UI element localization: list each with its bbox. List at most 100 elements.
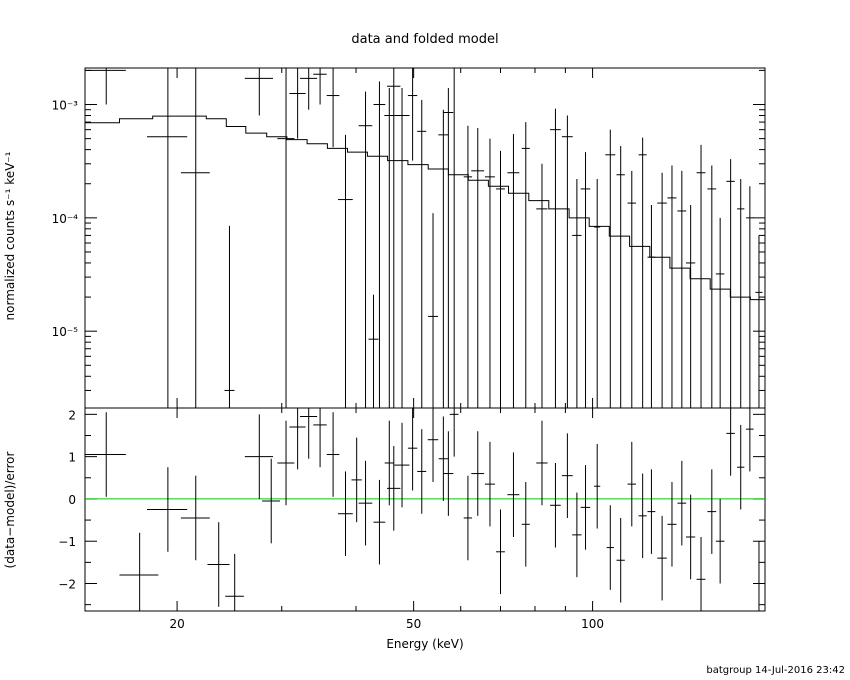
residual-point bbox=[572, 492, 582, 578]
data-point bbox=[384, 87, 395, 408]
residual-point bbox=[146, 467, 188, 552]
residual-point bbox=[471, 431, 485, 516]
data-point bbox=[572, 179, 582, 408]
residual-point bbox=[606, 505, 614, 590]
data-point bbox=[407, 68, 418, 161]
residual-point bbox=[384, 420, 394, 506]
data-point bbox=[289, 68, 306, 139]
residual-point bbox=[580, 465, 591, 550]
data-point bbox=[337, 134, 353, 408]
y-tick-label: −1 bbox=[58, 535, 76, 549]
x-tick-labels: 20 50 100 bbox=[169, 617, 604, 631]
data-point bbox=[686, 204, 696, 408]
x-tick-label: 50 bbox=[406, 617, 421, 631]
data-point bbox=[536, 163, 548, 408]
data-point bbox=[605, 129, 616, 408]
data-point bbox=[428, 213, 439, 408]
data-point bbox=[180, 68, 210, 408]
folded-model bbox=[85, 115, 765, 301]
residual-point bbox=[326, 412, 340, 497]
residual-point bbox=[85, 412, 126, 497]
data-point bbox=[394, 87, 410, 408]
residual-point bbox=[521, 482, 530, 567]
data-point bbox=[224, 225, 235, 408]
data-point bbox=[146, 68, 188, 408]
residual-point bbox=[443, 431, 454, 516]
model-step-line bbox=[85, 115, 765, 301]
residual-point bbox=[496, 509, 505, 595]
residual-point bbox=[677, 460, 687, 546]
residual-point bbox=[417, 429, 427, 514]
data-point bbox=[638, 137, 647, 408]
y-tick-label: 10⁻³ bbox=[52, 99, 79, 113]
residual-point bbox=[449, 408, 459, 457]
residual-point bbox=[289, 408, 306, 470]
data-point bbox=[443, 87, 454, 408]
data-point bbox=[755, 235, 763, 408]
data-point bbox=[715, 217, 725, 408]
data-point bbox=[580, 152, 591, 408]
top-axis-ticks bbox=[85, 68, 765, 408]
y-tick-label: 1 bbox=[68, 451, 76, 465]
residual-point bbox=[225, 553, 244, 611]
y-tick-label: 0 bbox=[68, 493, 76, 507]
data-point bbox=[471, 128, 485, 408]
x-tick-label: 100 bbox=[581, 617, 604, 631]
residual-point bbox=[647, 469, 656, 554]
data-point bbox=[726, 159, 735, 408]
x-tick-label: 20 bbox=[169, 617, 184, 631]
residual-points bbox=[85, 408, 763, 611]
top-plot-frame bbox=[84, 67, 766, 409]
residual-point bbox=[686, 494, 696, 580]
data-point bbox=[594, 179, 601, 408]
residual-point bbox=[707, 469, 717, 554]
residual-point bbox=[337, 471, 353, 557]
residual-point bbox=[373, 479, 386, 565]
residual-point bbox=[726, 408, 735, 476]
residual-point bbox=[638, 473, 647, 559]
residual-point bbox=[746, 408, 754, 472]
y-tick-label: 10⁻⁴ bbox=[52, 212, 79, 226]
data-point bbox=[368, 294, 379, 408]
data-point bbox=[746, 186, 754, 408]
data-point bbox=[438, 109, 449, 408]
residual-point bbox=[394, 422, 410, 508]
data-point bbox=[326, 68, 340, 148]
chart-title: data and folded model bbox=[351, 32, 498, 47]
data-point bbox=[449, 67, 459, 408]
footer-stamp: batgroup 14-Jul-2016 23:42 bbox=[706, 665, 845, 676]
data-point bbox=[707, 165, 717, 408]
residual-point bbox=[667, 482, 677, 567]
data-point bbox=[550, 108, 561, 408]
residual-point bbox=[507, 452, 520, 537]
bottom-panel: −2 −1 0 1 2 20 50 100 (data−model)/error Energ… bbox=[3, 407, 766, 651]
data-point bbox=[300, 68, 318, 110]
data-point bbox=[313, 68, 327, 105]
data-point bbox=[507, 133, 520, 408]
data-point bbox=[387, 68, 401, 408]
data-point bbox=[616, 146, 625, 408]
data-point bbox=[657, 172, 667, 408]
residual-point bbox=[550, 462, 561, 548]
data-point bbox=[677, 170, 687, 408]
residual-point bbox=[277, 420, 295, 506]
data-point bbox=[667, 165, 677, 408]
residual-point bbox=[119, 532, 159, 611]
data-point bbox=[85, 68, 126, 105]
data-point bbox=[627, 170, 636, 408]
residual-point bbox=[463, 475, 473, 561]
data-point bbox=[244, 68, 274, 116]
residual-point bbox=[427, 408, 439, 483]
residual-point bbox=[594, 443, 601, 529]
residual-point bbox=[696, 536, 706, 611]
residual-point bbox=[351, 437, 362, 523]
residual-point bbox=[737, 424, 745, 510]
top-y-tick-labels: 10⁻⁵ 10⁻⁴ 10⁻³ bbox=[52, 99, 79, 340]
residual-point bbox=[561, 433, 573, 518]
bottom-y-axis-label: (data−model)/error bbox=[3, 451, 17, 568]
residual-point bbox=[180, 475, 210, 561]
top-y-axis-label: normalized counts s⁻¹ keV⁻¹ bbox=[3, 151, 17, 320]
residual-point bbox=[627, 441, 636, 527]
